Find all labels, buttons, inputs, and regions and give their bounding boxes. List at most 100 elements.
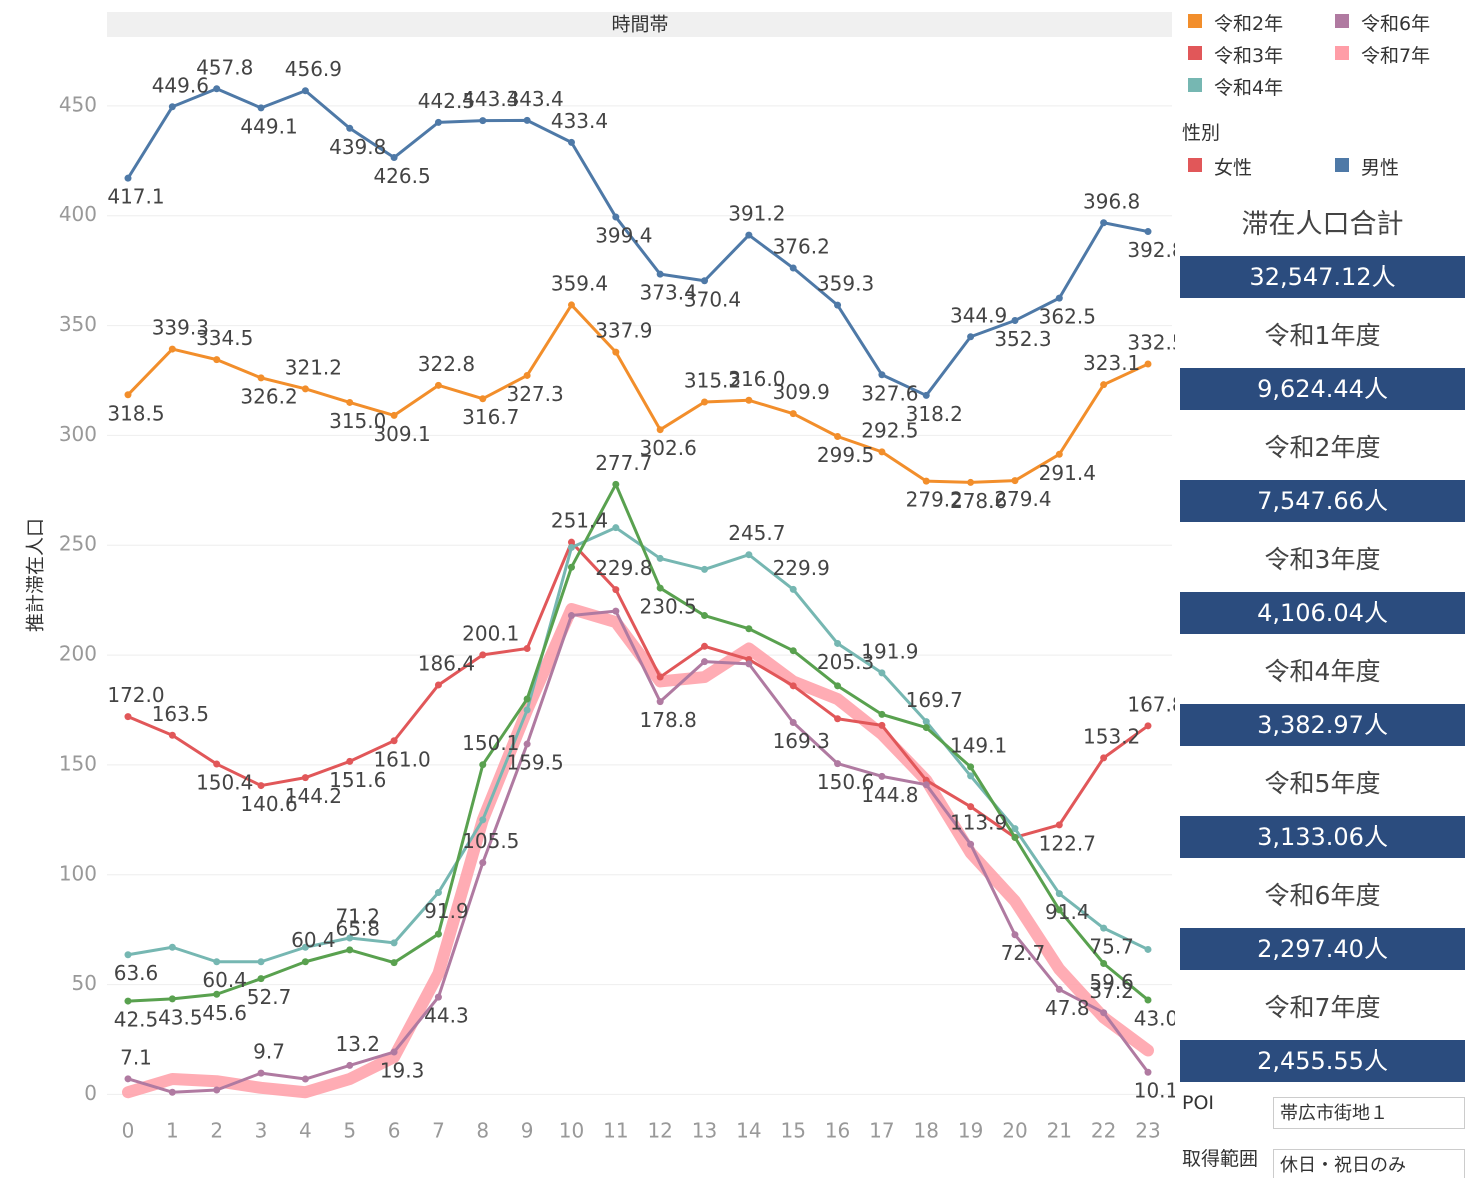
data-point xyxy=(1055,906,1063,914)
data-label: 439.8 xyxy=(329,135,386,159)
legend-label: 令和4年 xyxy=(1214,77,1284,99)
x-tick-label: 15 xyxy=(780,1119,805,1143)
data-point xyxy=(656,698,664,706)
data-label: 309.9 xyxy=(773,380,830,404)
data-label: 159.5 xyxy=(506,751,563,775)
x-tick-label: 20 xyxy=(1002,1119,1027,1143)
data-label: 153.2 xyxy=(1083,724,1140,748)
data-point xyxy=(789,410,797,418)
data-point xyxy=(745,396,753,404)
data-point xyxy=(434,381,442,389)
y-tick-label: 50 xyxy=(72,971,97,995)
y-tick-label: 0 xyxy=(84,1081,97,1105)
data-point xyxy=(479,117,487,125)
data-point xyxy=(701,642,709,650)
data-label: 150.6 xyxy=(817,770,874,794)
data-point xyxy=(922,477,930,485)
data-point xyxy=(390,154,398,162)
data-point xyxy=(1011,931,1019,939)
data-point xyxy=(301,87,309,95)
data-point xyxy=(213,356,221,364)
data-label: 327.3 xyxy=(506,382,563,406)
x-tick-label: 17 xyxy=(869,1119,894,1143)
legend-label: 男性 xyxy=(1361,157,1400,179)
data-point xyxy=(124,713,132,721)
data-label: 144.8 xyxy=(861,783,918,807)
data-point xyxy=(479,395,487,403)
data-point xyxy=(834,433,842,441)
data-point xyxy=(789,719,797,727)
data-label: 456.9 xyxy=(285,57,342,81)
data-label: 43.0 xyxy=(1134,1006,1175,1030)
data-point xyxy=(834,682,842,690)
data-label: 318.5 xyxy=(107,401,164,425)
data-label: 13.2 xyxy=(335,1032,380,1056)
filter-dropdown[interactable]: 休日・祝日のみ xyxy=(1273,1149,1465,1178)
year-value: 9,624.44人 xyxy=(1180,368,1465,410)
data-point xyxy=(301,943,309,951)
data-label: 359.3 xyxy=(817,272,874,296)
data-point xyxy=(612,607,620,615)
data-point xyxy=(301,385,309,393)
data-label: 161.0 xyxy=(373,747,430,771)
year-label: 令和1年度 xyxy=(1264,321,1381,350)
data-label: 277.7 xyxy=(595,451,652,475)
data-point xyxy=(257,958,265,966)
year-label: 令和4年度 xyxy=(1264,657,1381,686)
filter-dropdown[interactable]: 帯広市街地１ xyxy=(1273,1097,1465,1129)
data-label: 332.5 xyxy=(1127,331,1175,355)
data-label: 443.4 xyxy=(506,87,563,111)
data-point xyxy=(1011,825,1019,833)
data-point xyxy=(656,270,664,278)
data-point xyxy=(301,1075,309,1083)
legend-swatch xyxy=(1188,14,1202,28)
legend-swatch xyxy=(1335,46,1349,60)
year-value: 7,547.66人 xyxy=(1180,480,1465,522)
data-label: 43.5 xyxy=(158,1005,203,1029)
data-label: 302.6 xyxy=(640,436,697,460)
data-label: 291.4 xyxy=(1039,461,1096,485)
data-label: 9.7 xyxy=(253,1040,285,1064)
data-point xyxy=(213,1086,221,1094)
data-label: 278.6 xyxy=(950,489,1007,513)
data-point xyxy=(434,118,442,126)
data-label: 359.4 xyxy=(551,271,608,295)
data-point xyxy=(523,116,531,124)
data-label: 399.4 xyxy=(595,224,652,248)
data-label: 113.9 xyxy=(950,811,1007,835)
data-label: 105.5 xyxy=(462,829,519,853)
data-point xyxy=(745,551,753,559)
data-point xyxy=(701,658,709,666)
data-point xyxy=(434,889,442,897)
data-point xyxy=(1055,821,1063,829)
data-point xyxy=(1055,294,1063,302)
data-point xyxy=(701,277,709,285)
data-label: 323.1 xyxy=(1083,351,1140,375)
data-label: 60.4 xyxy=(291,928,336,952)
legend-label: 令和6年 xyxy=(1361,13,1431,35)
data-label: 443.3 xyxy=(462,87,519,111)
data-label: 150.4 xyxy=(196,771,253,795)
x-tick-label: 1 xyxy=(166,1119,179,1143)
data-point xyxy=(346,757,354,765)
data-label: 339.3 xyxy=(152,316,209,340)
series-line xyxy=(126,303,1150,484)
data-point xyxy=(124,391,132,399)
data-label: 42.5 xyxy=(114,1008,159,1032)
data-point xyxy=(878,710,886,718)
data-point xyxy=(922,781,930,789)
summary-title: 滞在人口合計 xyxy=(1241,209,1404,240)
header-band xyxy=(107,12,1172,37)
data-label: 169.7 xyxy=(906,688,963,712)
data-point xyxy=(124,951,132,959)
x-tick-label: 16 xyxy=(825,1119,850,1143)
data-point xyxy=(745,660,753,668)
data-point xyxy=(523,706,531,714)
data-point xyxy=(390,737,398,745)
data-point xyxy=(346,1061,354,1069)
year-value: 3,133.06人 xyxy=(1180,816,1465,858)
x-tick-label: 19 xyxy=(958,1119,983,1143)
x-tick-label: 18 xyxy=(914,1119,939,1143)
data-point xyxy=(612,348,620,356)
data-point xyxy=(834,301,842,309)
